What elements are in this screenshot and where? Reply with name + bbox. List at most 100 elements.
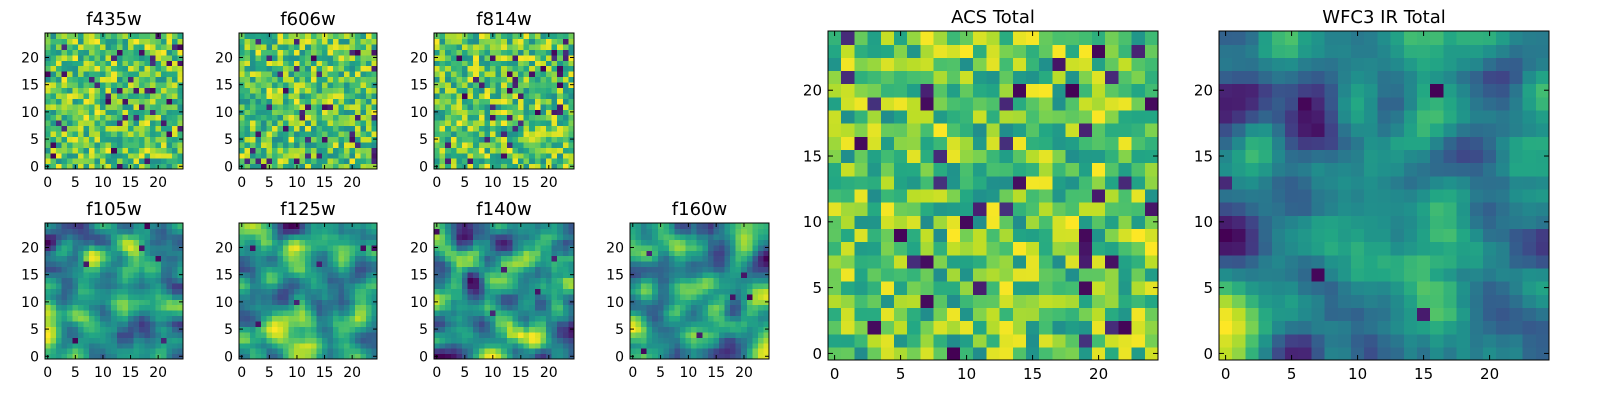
heatmap-cell bbox=[540, 76, 547, 83]
heatmap-cell bbox=[94, 65, 101, 72]
heatmap-cell bbox=[50, 342, 57, 349]
heatmap-cell bbox=[299, 152, 306, 159]
heatmap-cell bbox=[305, 49, 312, 56]
heatmap-cell bbox=[518, 54, 525, 61]
heatmap-cells bbox=[828, 31, 1159, 361]
heatmap-cell bbox=[94, 239, 101, 246]
heatmap-cell bbox=[557, 76, 564, 83]
heatmap-cell bbox=[277, 255, 284, 262]
heatmap-cell bbox=[360, 43, 367, 50]
heatmap-cell bbox=[540, 342, 547, 349]
heatmap-cell bbox=[828, 333, 842, 348]
heatmap-cell bbox=[244, 277, 251, 284]
heatmap-cell bbox=[450, 233, 457, 240]
heatmap-cell bbox=[338, 103, 345, 110]
heatmap-cell bbox=[512, 130, 519, 137]
heatmap-cell bbox=[133, 33, 140, 40]
heatmap-cell bbox=[880, 294, 895, 308]
heatmap-cell bbox=[752, 282, 759, 289]
heatmap-cell bbox=[1078, 346, 1093, 361]
heatmap-cell bbox=[272, 152, 279, 159]
heatmap-cell bbox=[310, 271, 317, 278]
heatmap-cell bbox=[272, 141, 279, 148]
heatmap-cell bbox=[546, 337, 553, 344]
heatmap-cell bbox=[473, 223, 480, 230]
heatmap-cell bbox=[89, 152, 96, 159]
heatmap-cell bbox=[546, 109, 553, 116]
heatmap-cell bbox=[50, 147, 57, 154]
heatmap-cell bbox=[155, 136, 162, 143]
heatmap-cell bbox=[1039, 294, 1053, 308]
heatmap-cell bbox=[138, 92, 145, 99]
heatmap-cell bbox=[641, 261, 648, 268]
heatmap-cell bbox=[294, 152, 301, 159]
heatmap-cell bbox=[1118, 267, 1133, 282]
y-tick-label: 10 bbox=[215, 295, 233, 311]
heatmap-cell bbox=[116, 65, 123, 72]
heatmap-cells bbox=[239, 33, 378, 170]
heatmap-cell bbox=[89, 255, 96, 262]
heatmap-cell bbox=[272, 98, 279, 105]
heatmap-cell bbox=[730, 320, 737, 327]
heatmap-cell bbox=[473, 136, 480, 143]
heatmap-cell bbox=[155, 277, 162, 284]
heatmap-cell bbox=[478, 244, 485, 251]
heatmap-cell bbox=[266, 130, 273, 137]
heatmap-cell bbox=[434, 98, 441, 105]
heatmap-cell bbox=[473, 331, 480, 338]
heatmap-cell bbox=[752, 304, 759, 311]
heatmap-cell bbox=[144, 293, 151, 300]
heatmap-cell bbox=[61, 43, 68, 50]
heatmap-cell bbox=[680, 244, 687, 251]
heatmap-cell bbox=[462, 125, 469, 132]
heatmap-cell bbox=[506, 239, 513, 246]
heatmap-cell bbox=[138, 250, 145, 257]
heatmap-cell bbox=[244, 38, 251, 45]
heatmap-cell bbox=[495, 353, 502, 360]
heatmap-cell bbox=[546, 277, 553, 284]
heatmap-cell bbox=[83, 60, 90, 67]
heatmap-cell bbox=[61, 250, 68, 257]
heatmap-cell bbox=[149, 299, 156, 306]
heatmap-cell bbox=[61, 239, 68, 246]
heatmap-cell bbox=[551, 261, 558, 268]
heatmap-cell bbox=[272, 310, 279, 317]
heatmap-cell bbox=[67, 353, 74, 360]
heatmap-cell bbox=[45, 310, 52, 317]
heatmap-cell bbox=[371, 310, 378, 317]
heatmap-cell bbox=[529, 348, 536, 355]
heatmap-cell bbox=[696, 271, 703, 278]
heatmap-cell bbox=[657, 315, 664, 322]
heatmap-cell bbox=[512, 49, 519, 56]
heatmap-cell bbox=[534, 120, 541, 127]
heatmap-cell bbox=[50, 331, 57, 338]
heatmap-cell bbox=[327, 158, 334, 165]
heatmap-cell bbox=[752, 293, 759, 300]
heatmap-cell bbox=[365, 223, 373, 230]
heatmap-cell bbox=[171, 158, 179, 165]
heatmap-cell bbox=[283, 130, 290, 137]
heatmap-cell bbox=[518, 87, 525, 94]
heatmap-cell bbox=[652, 271, 659, 278]
heatmap-cell bbox=[668, 304, 676, 311]
heatmap-cell bbox=[100, 293, 107, 300]
x-tick-label: 0 bbox=[432, 365, 441, 381]
heatmap-cell bbox=[657, 320, 664, 327]
heatmap-cell bbox=[67, 103, 74, 110]
heatmap-cell bbox=[111, 288, 118, 295]
heatmap-cell bbox=[255, 60, 262, 67]
heatmap-cell bbox=[338, 310, 345, 317]
heatmap-cell bbox=[652, 223, 659, 230]
heatmap-cell bbox=[365, 337, 373, 344]
heatmap-cell bbox=[45, 98, 52, 105]
heatmap-cell bbox=[828, 346, 842, 361]
heatmap-cell bbox=[707, 310, 714, 317]
heatmap-cell bbox=[294, 250, 301, 257]
heatmap-cell bbox=[490, 92, 497, 99]
heatmap-cell bbox=[116, 348, 123, 355]
heatmap-cell bbox=[105, 49, 112, 56]
heatmap-cell bbox=[349, 288, 356, 295]
heatmap-cell bbox=[724, 282, 731, 289]
heatmap-cell bbox=[568, 103, 575, 110]
heatmap-cell bbox=[78, 348, 85, 355]
